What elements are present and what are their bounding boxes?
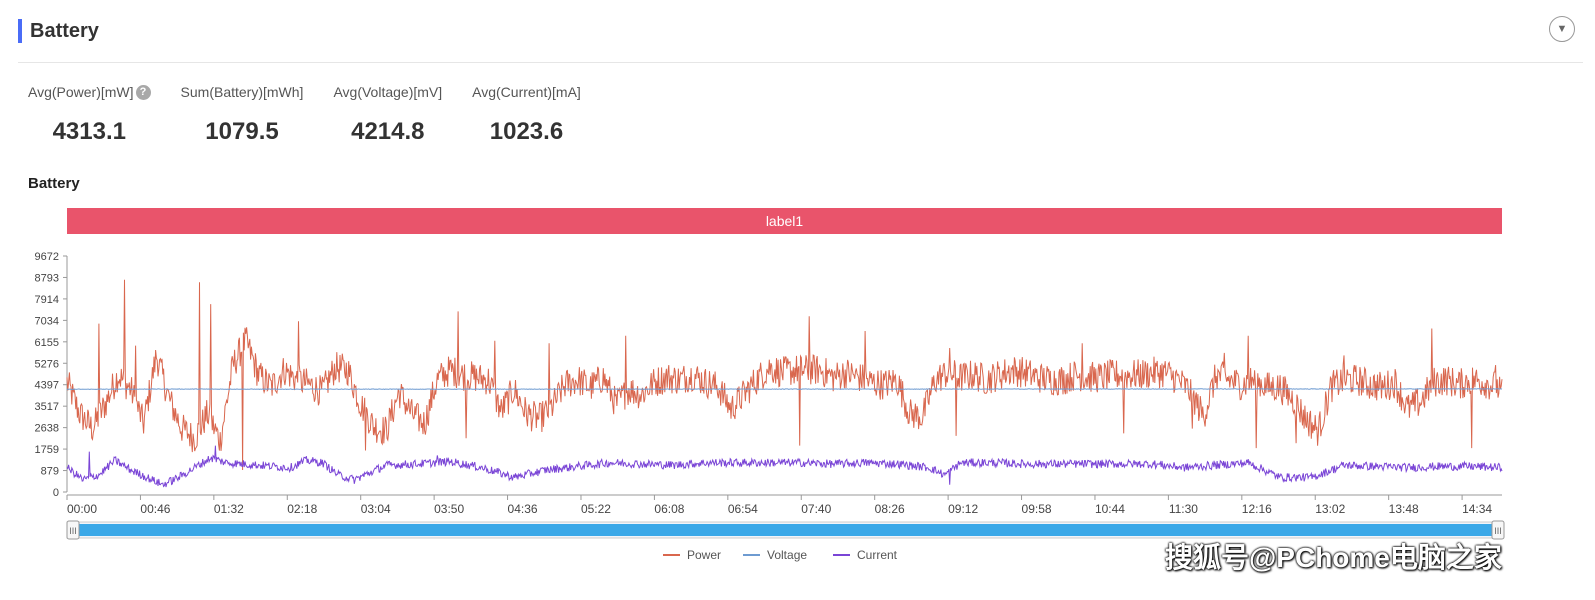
panel-header: Battery ▼	[18, 14, 1583, 63]
x-tick-label: 03:50	[434, 502, 464, 516]
label-band	[67, 208, 1502, 234]
series-group	[66, 279, 1503, 488]
x-tick-label: 09:12	[948, 502, 978, 516]
x-tick-label: 00:00	[67, 502, 97, 516]
y-tick-label: 879	[41, 466, 59, 478]
metric-avg-power: Avg(Power)[mW] ? 4313.1	[28, 82, 151, 146]
y-tick-label: 6155	[35, 337, 59, 349]
y-tick-label: 3517	[35, 401, 59, 413]
metric-label: Avg(Current)[mA]	[472, 84, 581, 100]
y-tick-label: 1759	[35, 444, 59, 456]
metric-avg-voltage: Avg(Voltage)[mV] 4214.8	[333, 82, 442, 146]
y-tick-label: 4397	[35, 380, 59, 392]
series-line-power	[66, 279, 1503, 471]
metric-avg-current: Avg(Current)[mA] 1023.6	[472, 82, 581, 146]
x-tick-label: 00:46	[140, 502, 170, 516]
metric-value: 1023.6	[489, 118, 564, 145]
x-tick-label: 11:30	[1169, 502, 1198, 516]
series-line-current	[66, 445, 1503, 488]
x-tick-label: 02:18	[287, 502, 317, 516]
x-tick-label: 08:26	[875, 502, 905, 516]
legend-item-power[interactable]: Power	[663, 548, 721, 562]
y-tick-label: 7914	[35, 294, 59, 306]
grip-icon: III	[69, 526, 77, 536]
metric-value: 4313.1	[52, 118, 126, 145]
y-tick-label: 7034	[35, 315, 59, 327]
chart-title: Battery	[28, 175, 80, 192]
x-tick-label: 05:22	[581, 502, 611, 516]
header-accent-bar	[18, 19, 22, 43]
metric-label: Avg(Voltage)[mV]	[333, 84, 443, 100]
grip-icon: III	[1494, 526, 1502, 536]
metric-sum-battery: Sum(Battery)[mWh] 1079.5	[181, 82, 304, 146]
x-tick-label: 09:58	[1022, 502, 1052, 516]
metric-label: Avg(Power)[mW]	[28, 84, 134, 100]
legend-label: Power	[687, 548, 721, 562]
panel-title: Battery	[30, 20, 99, 42]
metric-value: 4214.8	[351, 118, 425, 145]
y-tick-label: 2638	[35, 423, 59, 435]
zoom-slider-end-handle[interactable]	[1491, 520, 1505, 540]
metrics-row: Avg(Power)[mW] ? 4313.1 Sum(Battery)[mWh…	[28, 82, 611, 146]
y-tick-label: 5276	[35, 358, 59, 370]
x-tick-label: 06:08	[654, 502, 684, 516]
x-tick-label: 14:34	[1462, 502, 1492, 516]
x-tick-label: 12:16	[1242, 502, 1272, 516]
y-tick-label: 8793	[35, 272, 59, 284]
x-tick-label: 01:32	[214, 502, 244, 516]
chevron-down-icon[interactable]: ▼	[1549, 16, 1575, 42]
label-band-text: label1	[766, 213, 804, 229]
metric-label: Sum(Battery)[mWh]	[180, 84, 304, 100]
watermark: 搜狐号@PChome电脑之家	[1165, 542, 1502, 573]
zoom-slider-fill	[67, 524, 1502, 536]
series-line-voltage	[66, 388, 1503, 390]
x-tick-label: 04:36	[508, 502, 538, 516]
y-tick-label: 0	[53, 487, 59, 499]
x-tick-label: 13:48	[1389, 502, 1419, 516]
legend-label: Current	[857, 548, 898, 562]
help-icon[interactable]: ?	[135, 84, 151, 100]
x-tick-label: 06:54	[728, 502, 758, 516]
metric-value: 1079.5	[205, 118, 279, 145]
x-tick-label: 03:04	[361, 502, 391, 516]
legend-item-voltage[interactable]: Voltage	[743, 548, 807, 562]
x-tick-label: 13:02	[1315, 502, 1345, 516]
legend-item-current[interactable]: Current	[833, 548, 898, 562]
x-tick-label: 10:44	[1095, 502, 1125, 516]
legend-label: Voltage	[767, 548, 807, 562]
zoom-slider-start-handle[interactable]	[66, 520, 80, 540]
y-tick-label: 9672	[35, 251, 59, 263]
x-tick-label: 07:40	[801, 502, 831, 516]
